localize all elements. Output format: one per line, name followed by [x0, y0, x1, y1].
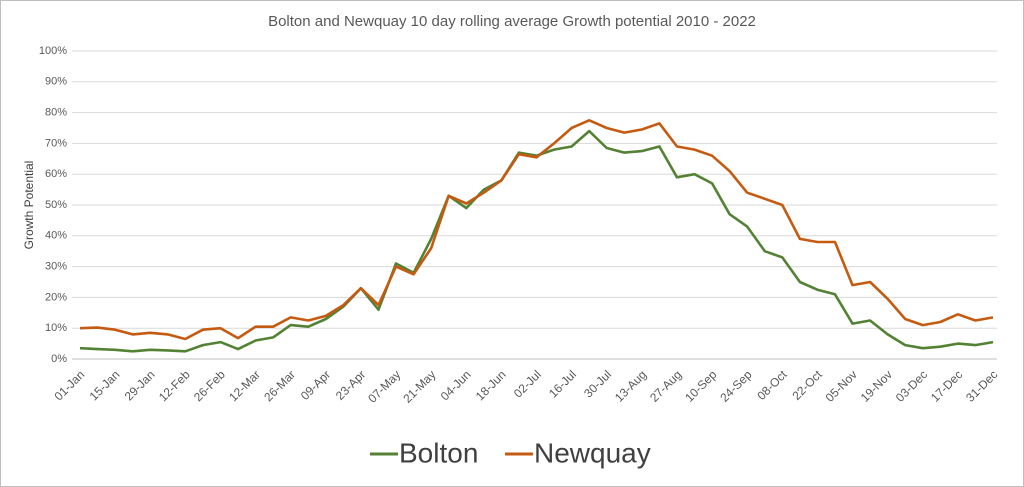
y-tick-label: 40% — [45, 230, 67, 242]
y-axis-title: Growth Potential — [22, 161, 36, 250]
y-tick-label: 90% — [45, 76, 67, 88]
y-tick-label: 60% — [45, 168, 67, 180]
y-tick-label: 50% — [45, 199, 67, 211]
y-tick-label: 30% — [45, 261, 67, 273]
y-tick-label: 100% — [39, 45, 67, 57]
data-line — [79, 119, 994, 341]
chart-title: Bolton and Newquay 10 day rolling averag… — [268, 13, 756, 30]
y-tick-label: 10% — [45, 322, 67, 334]
y-tick-label: 0% — [51, 353, 67, 365]
legend-label: Newquay — [534, 437, 651, 468]
y-tick-label: 80% — [45, 107, 67, 119]
legend-label: Bolton — [399, 437, 478, 468]
y-tick-label: 20% — [45, 291, 67, 303]
y-tick-label: 70% — [45, 137, 67, 149]
